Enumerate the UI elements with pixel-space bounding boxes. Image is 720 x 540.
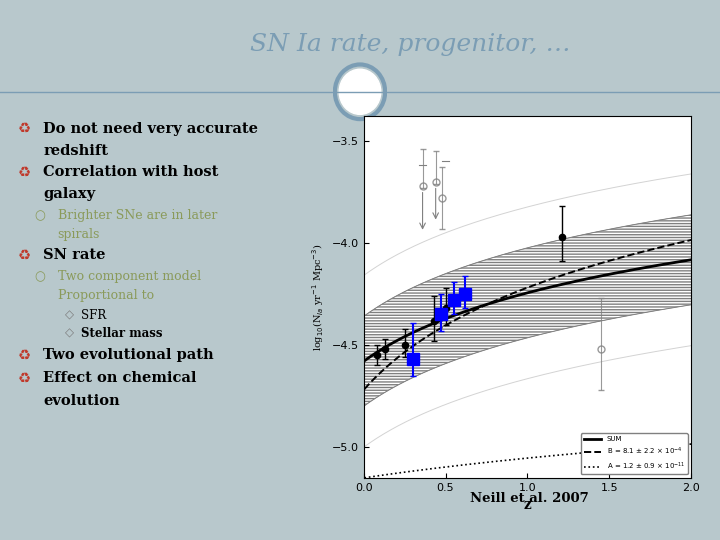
- Text: ♻: ♻: [18, 348, 31, 363]
- Text: Two component model: Two component model: [58, 270, 201, 283]
- X-axis label: z: z: [523, 498, 531, 512]
- Text: Do not need very accurate: Do not need very accurate: [43, 122, 258, 136]
- Text: Effect on chemical: Effect on chemical: [43, 371, 197, 385]
- Legend: SUM, B = 8.1 $\pm$ 2.2 $\times$ 10$^{-4}$, A = 1.2 $\pm$ 0.9 $\times$ 10$^{-11}$: SUM, B = 8.1 $\pm$ 2.2 $\times$ 10$^{-4}…: [581, 433, 688, 475]
- Text: ♻: ♻: [18, 165, 31, 180]
- Circle shape: [339, 69, 381, 114]
- Text: SN Ia rate, progenitor, …: SN Ia rate, progenitor, …: [250, 32, 571, 56]
- Text: ♻: ♻: [18, 371, 31, 386]
- Text: ♻: ♻: [18, 248, 31, 264]
- Text: ◇: ◇: [65, 327, 73, 340]
- Text: Neill et al. 2007: Neill et al. 2007: [470, 492, 588, 505]
- Text: SN rate: SN rate: [43, 248, 106, 262]
- Text: Proportional to: Proportional to: [58, 289, 154, 302]
- Text: Correlation with host: Correlation with host: [43, 165, 219, 179]
- Text: redshift: redshift: [43, 144, 108, 158]
- Text: Two evolutional path: Two evolutional path: [43, 348, 214, 362]
- Text: ◇: ◇: [65, 309, 73, 322]
- Text: Stellar mass: Stellar mass: [81, 327, 162, 340]
- Text: spirals: spirals: [58, 228, 100, 241]
- Text: ○: ○: [35, 270, 45, 283]
- Text: galaxy: galaxy: [43, 187, 95, 201]
- Text: ♻: ♻: [18, 122, 31, 137]
- Text: SFR: SFR: [81, 309, 106, 322]
- Y-axis label: log$_{10}$(N$_{Ia}$ yr$^{-1}$ Mpc$^{-3}$): log$_{10}$(N$_{Ia}$ yr$^{-1}$ Mpc$^{-3}$…: [310, 244, 326, 350]
- Text: evolution: evolution: [43, 394, 120, 408]
- Text: Brighter SNe are in later: Brighter SNe are in later: [58, 209, 217, 222]
- Text: ○: ○: [35, 209, 45, 222]
